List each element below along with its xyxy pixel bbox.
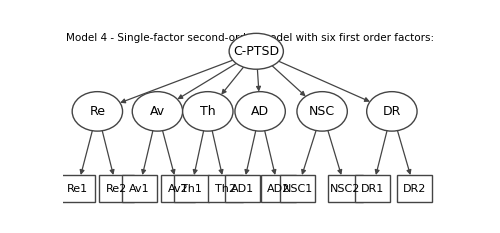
FancyBboxPatch shape: [397, 175, 432, 202]
Text: Av: Av: [150, 105, 165, 118]
Text: Av1: Av1: [129, 184, 150, 194]
Text: C-PTSD: C-PTSD: [233, 45, 280, 58]
Ellipse shape: [132, 92, 182, 131]
FancyBboxPatch shape: [355, 175, 390, 202]
FancyBboxPatch shape: [60, 175, 94, 202]
Ellipse shape: [297, 92, 348, 131]
Text: Th: Th: [200, 105, 216, 118]
Text: NSC2: NSC2: [330, 184, 360, 194]
FancyBboxPatch shape: [280, 175, 315, 202]
Text: Re2: Re2: [106, 184, 128, 194]
Text: AD2: AD2: [266, 184, 290, 194]
Text: Th2: Th2: [215, 184, 236, 194]
FancyBboxPatch shape: [226, 175, 260, 202]
FancyBboxPatch shape: [261, 175, 296, 202]
Text: AD1: AD1: [231, 184, 254, 194]
Text: Model 4 - Single-factor second-order model with six first order factors:: Model 4 - Single-factor second-order mod…: [66, 33, 434, 43]
Text: DR: DR: [382, 105, 401, 118]
FancyBboxPatch shape: [328, 175, 363, 202]
FancyBboxPatch shape: [100, 175, 134, 202]
Text: Re: Re: [90, 105, 106, 118]
Text: Av2: Av2: [168, 184, 188, 194]
Text: DR2: DR2: [402, 184, 426, 194]
Text: NSC1: NSC1: [282, 184, 313, 194]
Ellipse shape: [229, 33, 283, 69]
Ellipse shape: [182, 92, 233, 131]
FancyBboxPatch shape: [174, 175, 208, 202]
Text: NSC: NSC: [309, 105, 335, 118]
FancyBboxPatch shape: [122, 175, 156, 202]
Ellipse shape: [235, 92, 286, 131]
Ellipse shape: [366, 92, 417, 131]
FancyBboxPatch shape: [160, 175, 196, 202]
Ellipse shape: [72, 92, 122, 131]
Text: DR1: DR1: [361, 184, 384, 194]
FancyBboxPatch shape: [208, 175, 242, 202]
Text: Th1: Th1: [180, 184, 202, 194]
Text: AD: AD: [251, 105, 269, 118]
Text: Re1: Re1: [66, 184, 88, 194]
